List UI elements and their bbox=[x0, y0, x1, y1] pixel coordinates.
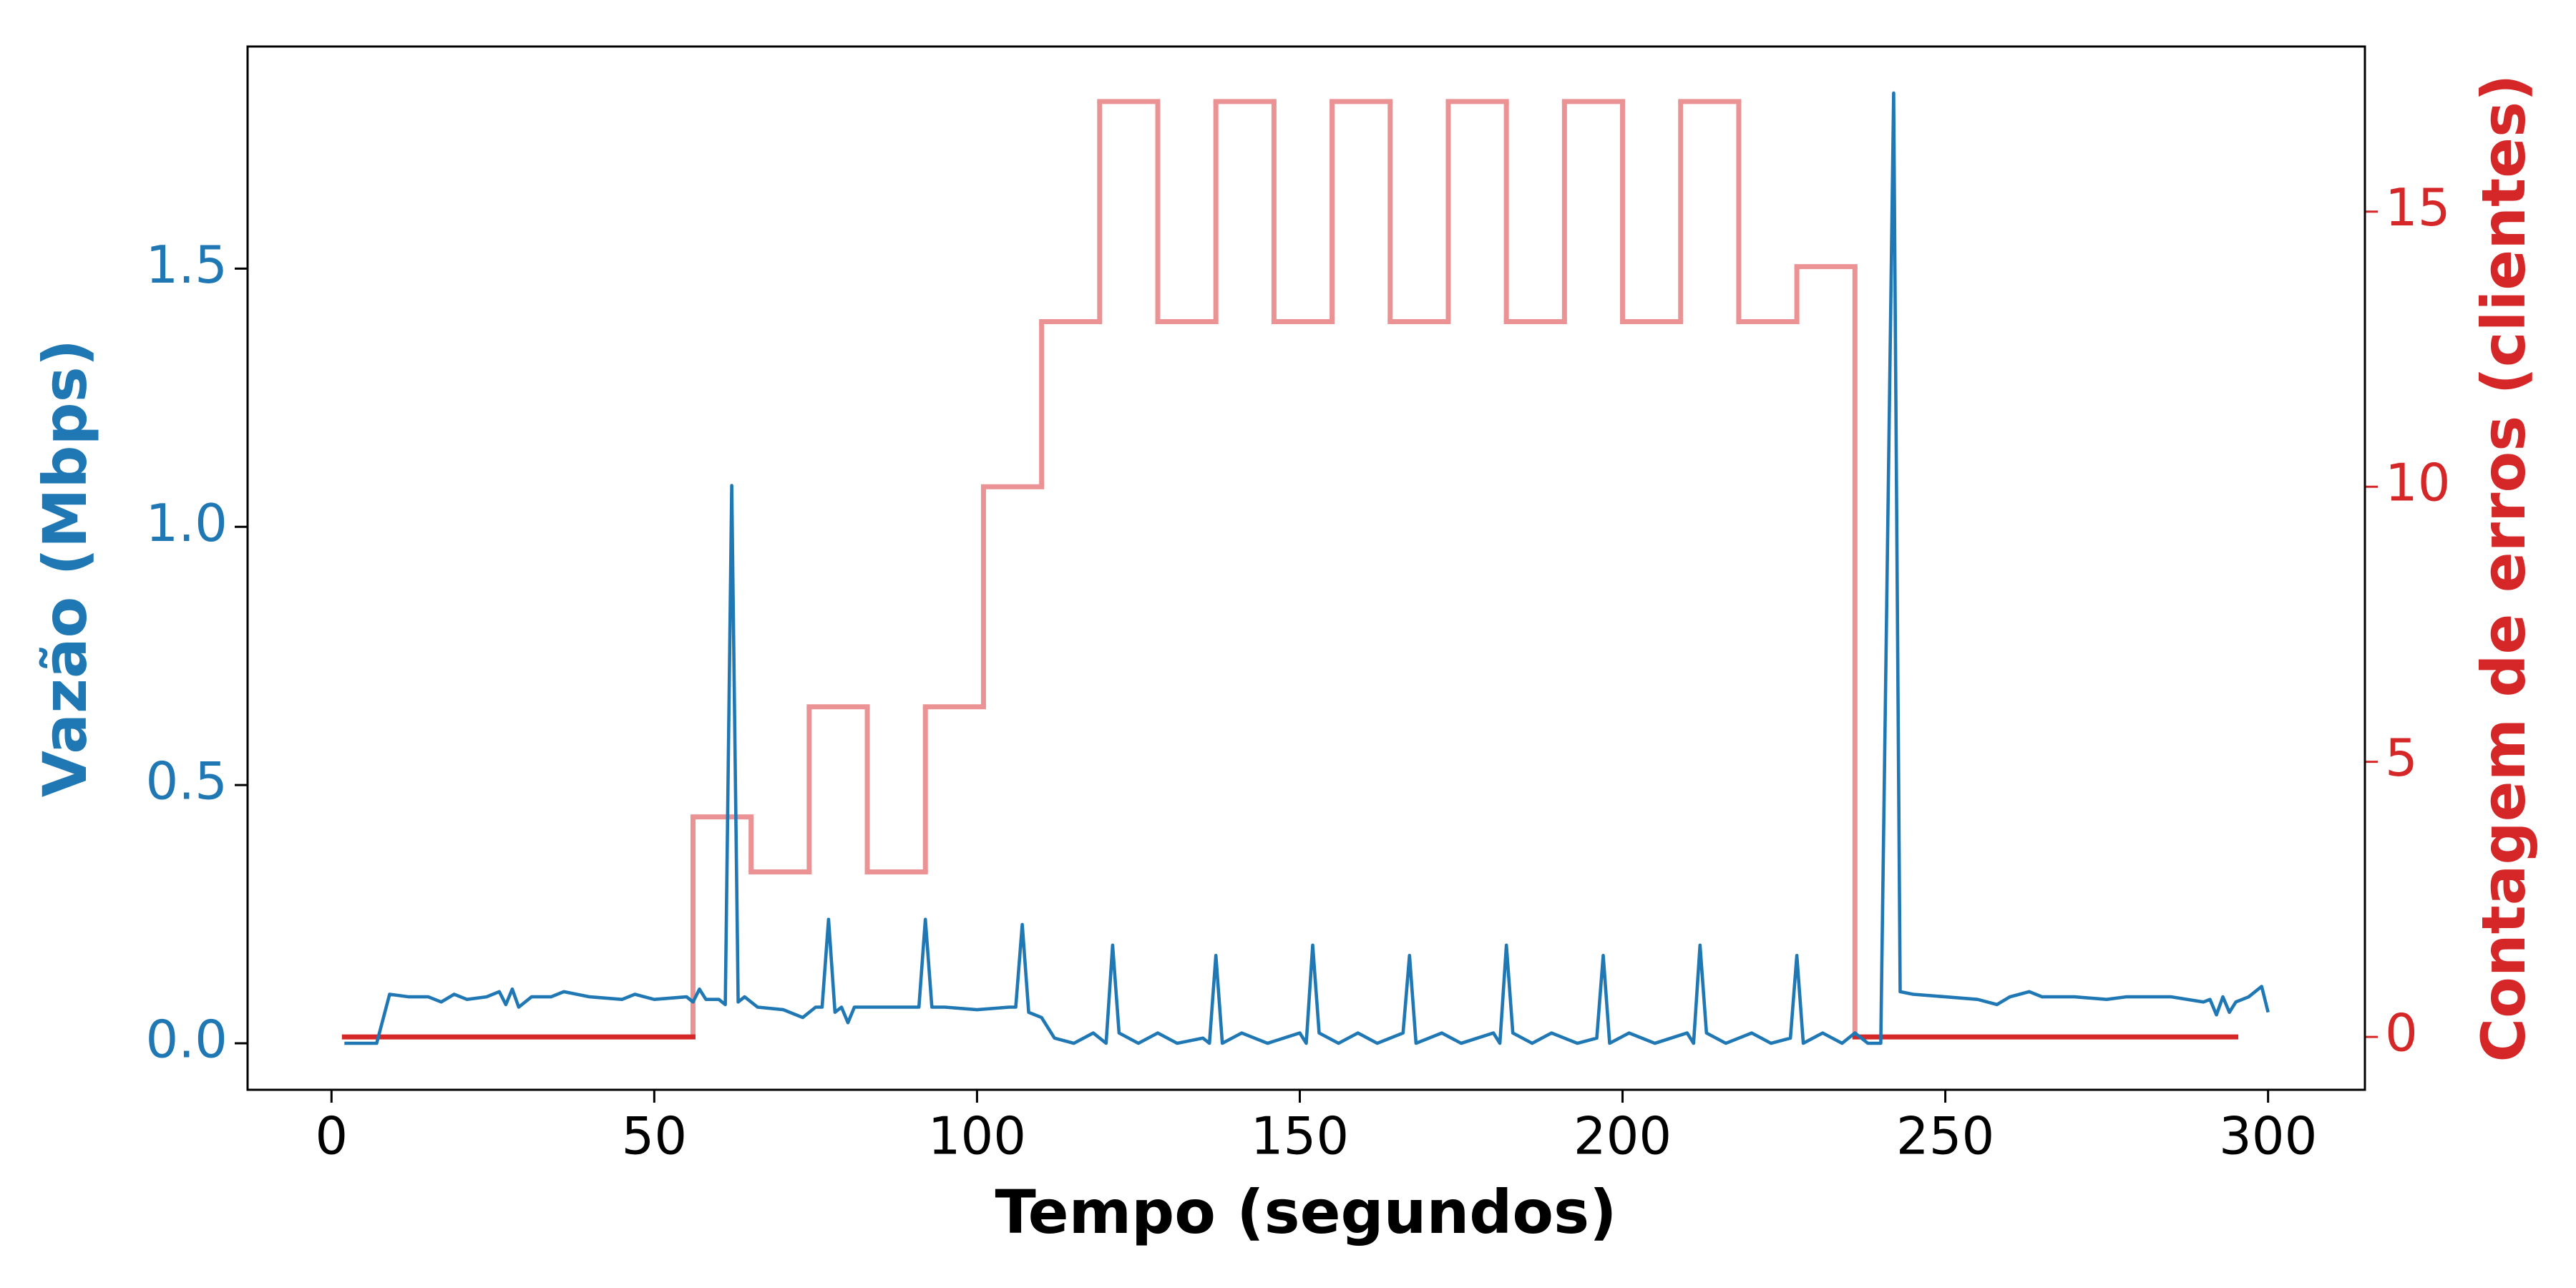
y-tick-label: 1.5 bbox=[145, 235, 228, 295]
x-tick-label: 300 bbox=[2219, 1106, 2317, 1166]
y2-axis-label: Contagem de erros (clientes) bbox=[2469, 74, 2539, 1062]
y2-tick-label: 15 bbox=[2385, 177, 2451, 238]
x-tick-label: 150 bbox=[1251, 1106, 1349, 1166]
x-tick-label: 250 bbox=[1896, 1106, 1994, 1166]
y2-tick-label: 5 bbox=[2385, 728, 2418, 788]
x-tick-label: 0 bbox=[315, 1106, 348, 1166]
y2-tick-label: 10 bbox=[2385, 453, 2451, 513]
x-tick-label: 50 bbox=[622, 1106, 688, 1166]
x-tick-label: 200 bbox=[1574, 1106, 1672, 1166]
y-tick-label: 0.5 bbox=[145, 751, 228, 811]
x-axis-label: Tempo (segundos) bbox=[995, 1177, 1616, 1247]
y-tick-label: 0.0 bbox=[145, 1010, 228, 1070]
throughput-line bbox=[344, 91, 2270, 1045]
y2-tick-label: 0 bbox=[2385, 1003, 2418, 1063]
plot-frame bbox=[246, 45, 2366, 1091]
y-tick-label: 1.0 bbox=[145, 493, 228, 553]
x-tick-label: 100 bbox=[928, 1106, 1026, 1166]
y-axis-label: Vazão (Mbps) bbox=[30, 339, 100, 797]
